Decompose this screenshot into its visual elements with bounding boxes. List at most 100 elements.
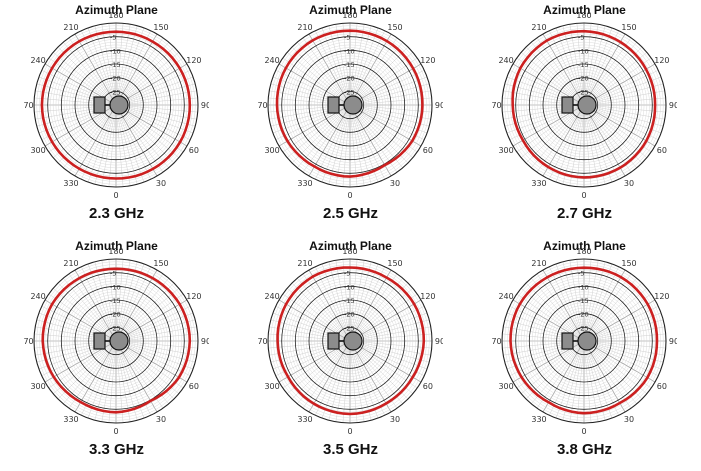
polar-chart-3: -5-10-15-20-2518015012090603003303002702… (492, 11, 677, 200)
antenna-body-icon (327, 332, 340, 350)
radial-tick-label: -10 (110, 283, 121, 291)
polar-chart-2: -5-10-15-20-2518015012090603003303002702… (258, 11, 443, 200)
angle-tick-label: 240 (498, 292, 513, 301)
angle-tick-label: 120 (654, 292, 669, 301)
radial-tick-label: -25 (344, 324, 355, 332)
angle-tick-label: 240 (30, 292, 45, 301)
radial-tick-label: -20 (344, 311, 355, 319)
antenna-element-icon (343, 95, 363, 115)
angle-tick-label: 60 (423, 146, 433, 155)
chart-caption: 3.3 GHz (88, 441, 145, 458)
angle-tick-label: 330 (63, 179, 78, 188)
angle-tick-label: 300 (264, 146, 279, 155)
pattern-trace (509, 266, 659, 415)
angle-tick-label: 30 (156, 415, 166, 424)
polar-panel-3: Azimuth Plane -5 -10 -15 -20 -25 180 150 120 90 6… (468, 0, 701, 235)
pattern-trace (511, 29, 657, 179)
angle-tick-label: 30 (390, 179, 400, 188)
radial-tick-label: -20 (344, 75, 355, 83)
antenna-element-icon (109, 331, 129, 351)
angle-tick-label: 0 (113, 427, 118, 436)
antenna-element-icon (343, 331, 363, 351)
angle-tick-label: 330 (531, 179, 546, 188)
angle-tick-label: 270 (24, 101, 34, 110)
radial-tick-label: -20 (110, 75, 121, 83)
angle-tick-label: 330 (531, 415, 546, 424)
polar-panel-6: Azimuth Plane -5 -10 -15 -20 -25 180 150 120 90 6… (468, 236, 701, 471)
angle-tick-label: 300 (30, 146, 45, 155)
angle-tick-label: 150 (153, 23, 168, 32)
polar-chart-4: -5-10-15-20-2518015012090603003303002702… (24, 247, 209, 436)
angle-tick-label: 300 (30, 382, 45, 391)
angle-tick-label: 300 (264, 382, 279, 391)
radial-tick-label: -15 (578, 297, 589, 305)
angle-tick-label: 270 (24, 337, 34, 346)
angle-tick-label: 120 (186, 292, 201, 301)
angle-tick-label: 180 (342, 247, 357, 256)
angle-tick-label: 270 (492, 337, 502, 346)
angle-tick-label: 90 (435, 337, 443, 346)
antenna-element-icon (577, 95, 597, 115)
angle-tick-label: 90 (669, 101, 677, 110)
radial-tick-label: -25 (110, 88, 121, 96)
chart-title: Azimuth Plane (543, 239, 626, 253)
radial-tick-label: -5 (578, 34, 584, 42)
chart-title: Azimuth Plane (309, 239, 392, 253)
angle-tick-label: 120 (186, 56, 201, 65)
radial-tick-label: -15 (110, 297, 121, 305)
antenna-body-icon (561, 332, 574, 350)
chart-caption: 3.8 GHz (556, 441, 613, 458)
angle-tick-label: 180 (576, 11, 591, 20)
angle-tick-label: 60 (189, 146, 199, 155)
angle-tick-label: 210 (297, 23, 312, 32)
angle-tick-label: 300 (498, 382, 513, 391)
radial-tick-label: -20 (578, 75, 589, 83)
polar-chart-1: -5-10-15-20-2518015012090603003303002702… (24, 11, 209, 200)
chart-caption: 2.3 GHz (88, 205, 145, 222)
angle-tick-label: 0 (113, 191, 118, 200)
chart-title: Azimuth Plane (75, 3, 158, 17)
antenna-body-icon (561, 96, 574, 114)
angle-tick-label: 30 (390, 415, 400, 424)
angle-tick-label: 60 (657, 146, 667, 155)
chart-title: Azimuth Plane (309, 3, 392, 17)
angle-tick-label: 60 (423, 382, 433, 391)
angle-tick-label: 150 (387, 259, 402, 268)
angle-tick-label: 330 (63, 415, 78, 424)
radial-tick-label: -10 (578, 283, 589, 291)
pattern-trace (41, 267, 192, 414)
radial-tick-label: -20 (110, 311, 121, 319)
polar-panel-2: Azimuth Plane -5 -10 -15 -20 -25 180 150 120 90 6… (234, 0, 467, 235)
polar-grid (33, 22, 199, 188)
angle-tick-label: 270 (258, 337, 268, 346)
angle-tick-label: 120 (654, 56, 669, 65)
angle-tick-label: 210 (63, 23, 78, 32)
antenna-body-icon (93, 96, 106, 114)
angle-tick-label: 60 (657, 382, 667, 391)
chart-caption: 3.5 GHz (322, 441, 379, 458)
polar-chart-6: -5-10-15-20-2518015012090603003303002702… (492, 247, 677, 436)
pattern-trace (276, 266, 426, 416)
polar-chart-5: -5-10-15-20-2518015012090603003303002702… (258, 247, 443, 436)
antenna-body-icon (93, 332, 106, 350)
chart-title: Azimuth Plane (543, 3, 626, 17)
antenna-element-icon (577, 331, 597, 351)
angle-tick-label: 180 (342, 11, 357, 20)
angle-tick-label: 210 (63, 259, 78, 268)
angle-tick-label: 330 (297, 415, 312, 424)
angle-tick-label: 180 (108, 247, 123, 256)
radial-tick-label: -5 (110, 34, 116, 42)
angle-tick-label: 150 (387, 23, 402, 32)
radial-tick-label: -20 (578, 311, 589, 319)
angle-tick-label: 120 (420, 292, 435, 301)
radial-tick-label: -25 (110, 324, 121, 332)
angle-tick-label: 150 (621, 23, 636, 32)
angle-tick-label: 90 (435, 101, 443, 110)
angle-tick-label: 120 (420, 56, 435, 65)
radial-tick-label: -10 (344, 283, 355, 291)
radial-tick-label: -15 (344, 61, 355, 69)
pattern-trace (275, 29, 424, 178)
angle-tick-label: 0 (347, 427, 352, 436)
angle-tick-label: 270 (258, 101, 268, 110)
angle-tick-label: 30 (624, 179, 634, 188)
